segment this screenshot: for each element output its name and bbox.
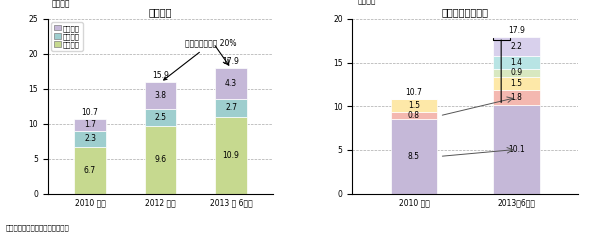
Bar: [74, 131, 106, 147]
Title: （残高）: （残高）: [149, 7, 172, 17]
Text: 年平均伸び率約 20%: 年平均伸び率約 20%: [164, 39, 237, 80]
Text: 17.9: 17.9: [508, 25, 525, 35]
Text: 1.4: 1.4: [511, 58, 523, 67]
Text: 2.2: 2.2: [511, 42, 523, 51]
Bar: [493, 90, 539, 105]
Text: 0.8: 0.8: [408, 111, 420, 120]
Bar: [145, 126, 176, 194]
Bar: [391, 112, 437, 119]
Bar: [215, 117, 247, 194]
Text: 8.5: 8.5: [408, 152, 420, 161]
Bar: [493, 105, 539, 194]
Text: （兆元）: （兆元）: [358, 0, 376, 6]
Bar: [145, 82, 176, 109]
Text: 4.3: 4.3: [225, 79, 237, 88]
Bar: [493, 37, 539, 56]
Text: （兆元）: （兆元）: [51, 0, 70, 8]
Bar: [493, 56, 539, 69]
Text: 3.8: 3.8: [154, 91, 166, 100]
Text: 2.7: 2.7: [225, 103, 237, 112]
Bar: [145, 109, 176, 126]
Text: 10.9: 10.9: [223, 151, 240, 160]
Text: 1.5: 1.5: [408, 101, 420, 110]
Bar: [493, 69, 539, 76]
Bar: [74, 147, 106, 194]
Text: 2.5: 2.5: [154, 113, 166, 122]
Text: 10.7: 10.7: [82, 108, 98, 117]
Text: 9.6: 9.6: [154, 156, 167, 164]
Bar: [74, 119, 106, 131]
Bar: [493, 76, 539, 90]
Text: 10.1: 10.1: [508, 145, 525, 154]
Text: 1.8: 1.8: [511, 93, 523, 102]
Bar: [391, 119, 437, 194]
Text: 17.9: 17.9: [223, 57, 240, 66]
Title: （資金調達方法）: （資金調達方法）: [442, 7, 489, 17]
Text: 10.7: 10.7: [405, 88, 423, 97]
Text: 6.7: 6.7: [84, 166, 96, 175]
Legend: 救済債務, 保証債務, 返済債務: 救済債務, 保証債務, 返済債務: [51, 22, 83, 51]
Text: 1.7: 1.7: [84, 120, 96, 129]
Text: 資料：中国審計署発表から作成。: 資料：中国審計署発表から作成。: [6, 225, 70, 231]
Bar: [215, 68, 247, 98]
Bar: [215, 98, 247, 117]
Bar: [391, 99, 437, 112]
Text: 1.5: 1.5: [511, 79, 523, 88]
Text: 2.3: 2.3: [84, 134, 96, 143]
Text: 0.9: 0.9: [511, 68, 523, 77]
Text: 15.9: 15.9: [152, 71, 169, 80]
